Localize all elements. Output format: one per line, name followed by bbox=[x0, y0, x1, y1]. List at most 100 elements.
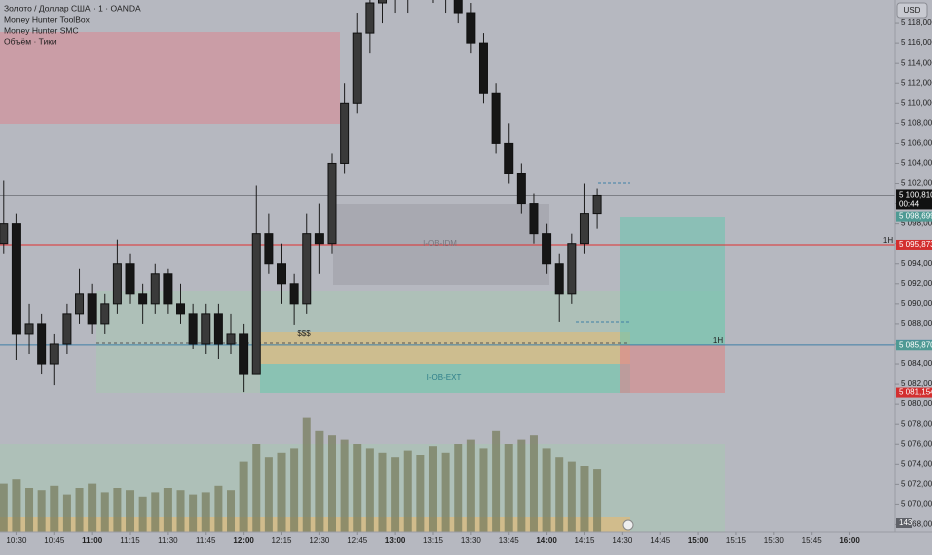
price-tag-label: 5 085,870 bbox=[899, 340, 932, 349]
zone-label: I-OB-IDM bbox=[423, 239, 457, 248]
y-tick-label: 5 072,000 bbox=[901, 479, 932, 488]
x-tick-label: 11:00 bbox=[82, 536, 103, 545]
volume-bar bbox=[555, 457, 564, 532]
x-tick-label: 13:45 bbox=[499, 536, 520, 545]
volume-bar bbox=[340, 439, 349, 532]
volume-bar bbox=[391, 457, 400, 532]
volume-bar bbox=[428, 446, 437, 532]
candle-body bbox=[87, 293, 97, 325]
volume-bar bbox=[315, 430, 324, 532]
volume-tag bbox=[896, 518, 912, 528]
volume-bar bbox=[416, 455, 425, 532]
y-tick-label: 5 088,000 bbox=[901, 319, 932, 328]
volume-bar bbox=[378, 452, 387, 532]
volume-bar bbox=[403, 450, 412, 532]
supply-zone bbox=[0, 32, 340, 124]
volume-bar bbox=[201, 492, 210, 532]
volume-bar bbox=[100, 492, 109, 532]
candle-body bbox=[264, 233, 274, 265]
volume-bar bbox=[176, 490, 185, 532]
currency-label[interactable]: USD bbox=[904, 6, 921, 15]
candle-body bbox=[579, 213, 589, 245]
ob-ext-zone bbox=[260, 364, 630, 393]
candle-body bbox=[226, 333, 236, 345]
x-tick-label: 10:45 bbox=[44, 536, 65, 545]
price-tag bbox=[896, 387, 932, 398]
x-tick-label: 14:45 bbox=[650, 536, 671, 545]
volume-bar bbox=[163, 488, 172, 532]
x-tick-label: 13:00 bbox=[385, 536, 406, 545]
x-tick-label: 15:30 bbox=[764, 536, 785, 545]
candle-body bbox=[327, 162, 337, 245]
candle-body bbox=[453, 0, 463, 14]
volume-bar bbox=[189, 494, 198, 532]
volume-bar bbox=[466, 439, 475, 532]
candle-body bbox=[542, 233, 552, 265]
volume-bar bbox=[239, 461, 248, 532]
candle-body bbox=[112, 263, 122, 305]
candle-body bbox=[176, 303, 186, 315]
y-tick-label: 5 106,000 bbox=[901, 139, 932, 148]
candle-body bbox=[277, 263, 287, 285]
candle-body bbox=[352, 32, 362, 104]
x-tick-label: 11:45 bbox=[196, 536, 216, 545]
volume-bar bbox=[37, 490, 46, 532]
indicator-name: Объём · Тики bbox=[4, 36, 57, 46]
y-tick-label: 5 104,000 bbox=[901, 159, 932, 168]
symbol-title: Золото / Доллар США · 1 · OANDA bbox=[4, 3, 141, 13]
replay-icon[interactable] bbox=[622, 519, 634, 531]
y-tick-label: 5 070,000 bbox=[901, 500, 932, 509]
candle-body bbox=[314, 233, 324, 245]
volume-bar bbox=[353, 444, 362, 532]
candle-body bbox=[567, 243, 577, 295]
x-tick-label: 10:30 bbox=[6, 536, 27, 545]
candle-body bbox=[516, 172, 526, 205]
volume-bar bbox=[151, 492, 160, 532]
y-tick-label: 5 102,000 bbox=[901, 179, 932, 188]
candle-body bbox=[188, 313, 198, 345]
y-tick-label: 5 080,000 bbox=[901, 399, 932, 408]
x-tick-label: 14:00 bbox=[536, 536, 557, 545]
candle-body bbox=[150, 273, 160, 305]
price-tag bbox=[896, 239, 932, 250]
price-tag bbox=[896, 340, 932, 351]
candle-body bbox=[289, 283, 299, 305]
x-tick-label: 12:00 bbox=[233, 536, 254, 545]
volume-bar bbox=[138, 496, 147, 532]
candle-body bbox=[251, 233, 261, 375]
y-tick-label: 5 082,000 bbox=[901, 379, 932, 388]
volume-bar bbox=[264, 457, 273, 532]
volume-bar bbox=[479, 448, 488, 532]
y-tick-label: 5 108,000 bbox=[901, 118, 932, 127]
y-tick-label: 5 114,000 bbox=[901, 58, 932, 67]
candle-body bbox=[491, 92, 501, 144]
target-zone bbox=[620, 217, 725, 345]
volume-bar bbox=[290, 448, 299, 532]
candle-body bbox=[62, 313, 72, 345]
x-tick-label: 13:15 bbox=[423, 536, 444, 545]
y-tick-label: 5 112,000 bbox=[901, 78, 932, 87]
volume-bar bbox=[529, 435, 538, 532]
y-tick-label: 5 094,000 bbox=[901, 259, 932, 268]
x-tick-label: 13:30 bbox=[461, 536, 482, 545]
y-tick-label: 5 068,000 bbox=[901, 520, 932, 529]
volume-bar bbox=[365, 448, 374, 532]
x-tick-label: 15:45 bbox=[802, 536, 823, 545]
candle-body bbox=[163, 273, 173, 305]
y-tick-label: 5 116,000 bbox=[901, 38, 932, 47]
volume-bar bbox=[214, 485, 223, 532]
volume-bar bbox=[327, 435, 336, 532]
currency-button[interactable] bbox=[896, 2, 928, 19]
liquidity-label: $$$ bbox=[297, 329, 311, 338]
x-tick-label: 15:15 bbox=[726, 536, 747, 545]
volume-bar bbox=[0, 483, 8, 532]
y-tick-label: 5 076,000 bbox=[901, 439, 932, 448]
candle-body bbox=[554, 263, 564, 295]
tf-label: 1H bbox=[713, 336, 723, 345]
x-tick-label: 14:15 bbox=[574, 536, 595, 545]
candle-body bbox=[302, 233, 312, 305]
volume-bar bbox=[580, 466, 589, 532]
volume-bar bbox=[252, 444, 261, 532]
y-tick-label: 5 090,000 bbox=[901, 299, 932, 308]
